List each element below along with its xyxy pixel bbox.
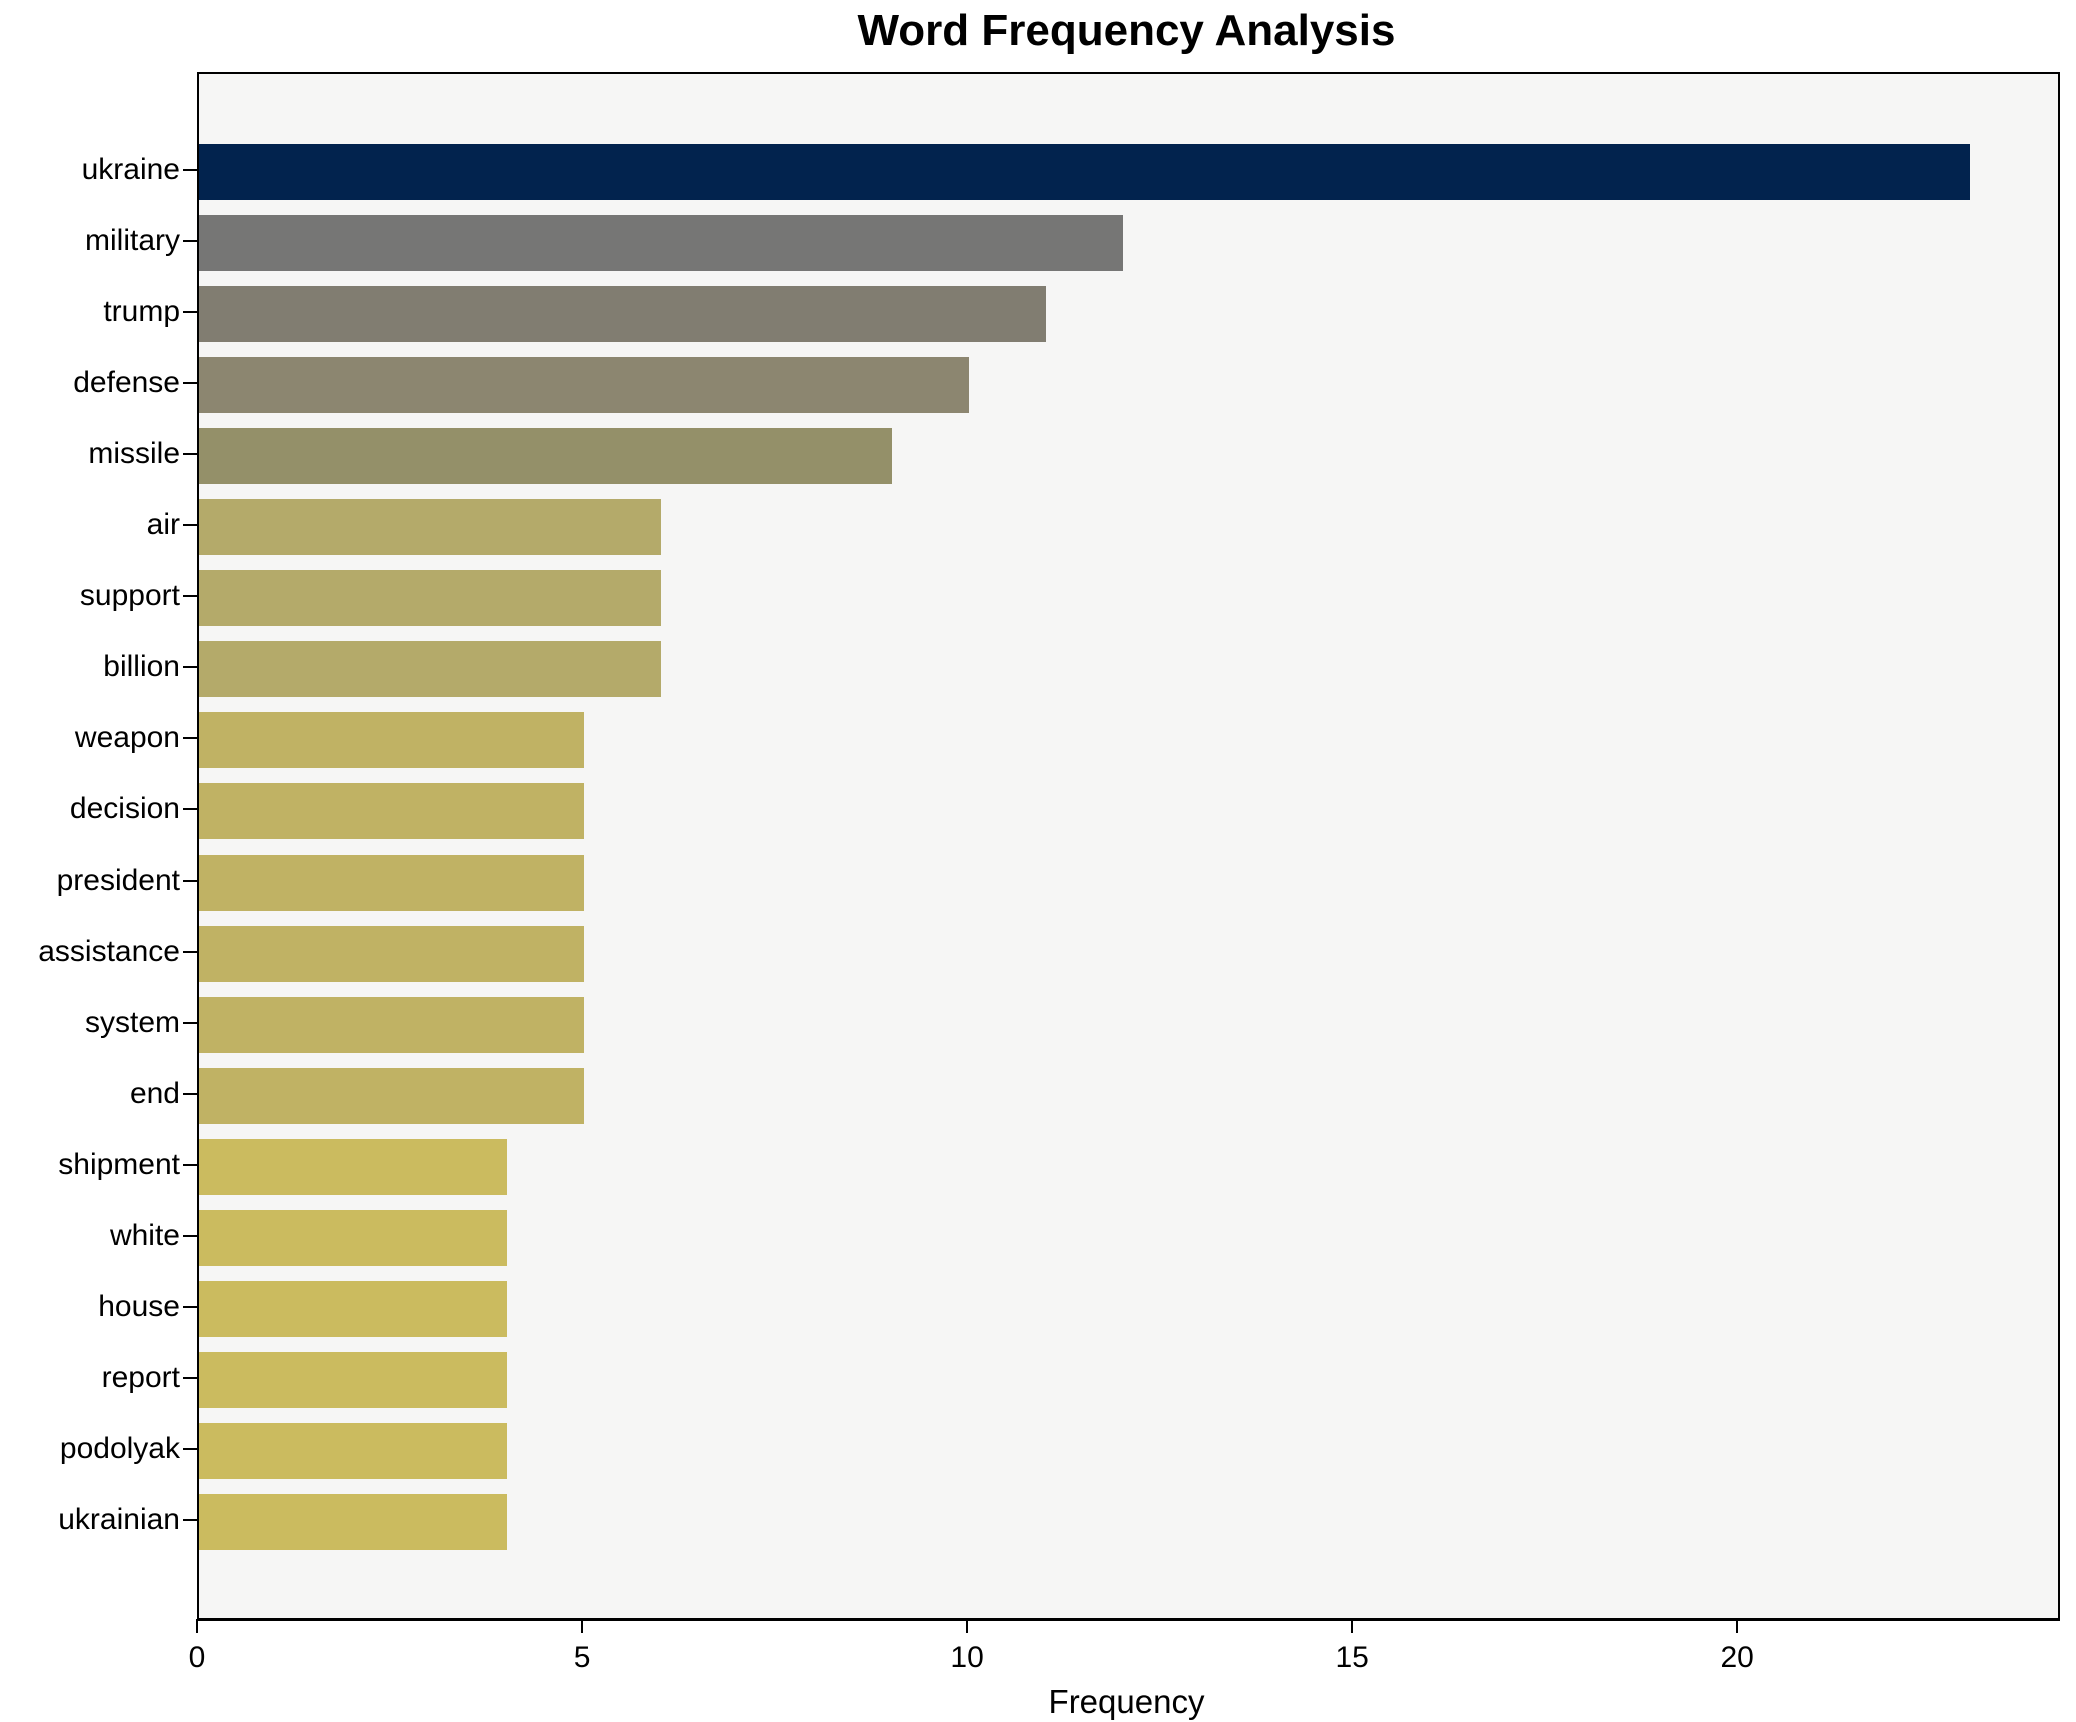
y-tick [183, 169, 197, 171]
y-tick [183, 950, 197, 953]
bar-white [199, 1209, 508, 1266]
y-tick [183, 1092, 197, 1095]
y-tick-label: ukraine [81, 153, 180, 186]
x-tick [196, 1619, 198, 1633]
bar-end [199, 1067, 585, 1124]
bar-defense [199, 357, 970, 414]
y-tick-label: end [129, 1076, 180, 1110]
bar-trump [199, 286, 1047, 343]
bar-system [199, 996, 585, 1053]
bar-air [199, 499, 662, 556]
y-tick-label: assistance [38, 934, 180, 968]
y-tick [183, 524, 197, 527]
y-tick [183, 1021, 197, 1024]
x-tick [581, 1619, 584, 1633]
plot-area [197, 72, 2060, 1621]
y-tick [183, 1518, 197, 1521]
y-tick [183, 240, 197, 243]
bar-decision [199, 783, 585, 840]
y-tick-label: system [84, 1005, 180, 1039]
y-tick [183, 382, 197, 385]
x-tick-label: 15 [1335, 1641, 1369, 1674]
y-tick-label: report [101, 1360, 180, 1394]
bar-report [199, 1351, 508, 1408]
bar-support [199, 570, 662, 627]
x-tick-label: 5 [573, 1641, 591, 1674]
y-tick-label: shipment [58, 1147, 180, 1181]
y-tick [183, 1234, 197, 1237]
y-tick [183, 1305, 197, 1308]
y-tick [183, 737, 197, 740]
x-tick-label: 0 [188, 1641, 206, 1674]
bar-house [199, 1280, 508, 1337]
bar-missile [199, 428, 893, 485]
x-tick [966, 1619, 969, 1633]
bar-ukraine [199, 144, 1971, 200]
x-tick [1351, 1619, 1354, 1633]
y-tick [183, 595, 197, 598]
bar-assistance [199, 925, 585, 982]
y-tick-label: podolyak [59, 1431, 180, 1465]
x-tick-label: 10 [950, 1641, 984, 1674]
y-tick-label: military [85, 224, 180, 258]
y-tick [183, 1163, 197, 1166]
bar-military [199, 215, 1124, 272]
y-tick-label: house [98, 1289, 180, 1323]
y-tick [183, 879, 197, 882]
y-tick-label: billion [103, 650, 180, 684]
y-tick [183, 311, 197, 314]
y-tick-label: ukrainian [58, 1502, 180, 1536]
y-tick-label: air [146, 508, 180, 542]
bar-billion [199, 641, 662, 698]
y-tick-label: support [79, 579, 180, 613]
y-tick [183, 1376, 197, 1379]
chart-title: Word Frequency Analysis [857, 6, 1396, 55]
y-tick [183, 666, 197, 669]
x-tick [1736, 1619, 1739, 1633]
y-tick-label: defense [73, 366, 180, 400]
y-tick [183, 808, 197, 811]
bar-shipment [199, 1138, 508, 1195]
y-tick [183, 1447, 197, 1450]
y-tick-label: weapon [74, 721, 180, 755]
y-tick-label: trump [103, 295, 180, 329]
x-tick-label: 20 [1720, 1641, 1754, 1674]
bar-ukrainian [199, 1493, 508, 1550]
y-tick-label: decision [69, 792, 180, 826]
y-tick-label: white [109, 1218, 180, 1252]
bar-weapon [199, 712, 585, 769]
y-tick-label: missile [88, 437, 180, 471]
x-axis-title: Frequency [1048, 1683, 1205, 1720]
bar-president [199, 854, 585, 911]
y-tick [183, 453, 197, 456]
y-tick-label: president [56, 863, 180, 897]
bar-podolyak [199, 1422, 508, 1479]
